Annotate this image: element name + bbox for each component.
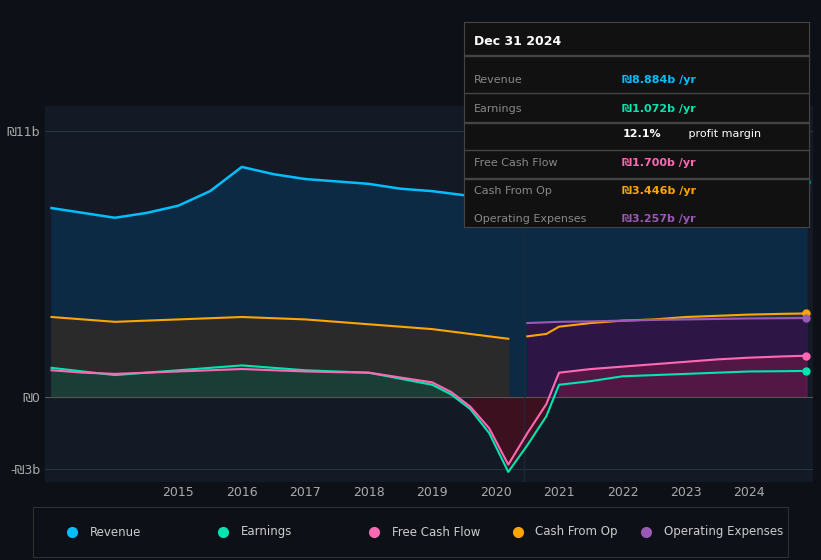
Text: Earnings: Earnings bbox=[241, 525, 292, 539]
Text: Dec 31 2024: Dec 31 2024 bbox=[475, 35, 562, 48]
Text: Earnings: Earnings bbox=[475, 104, 523, 114]
Text: Free Cash Flow: Free Cash Flow bbox=[475, 158, 557, 169]
Text: Revenue: Revenue bbox=[89, 525, 141, 539]
Text: ₪8.884b /yr: ₪8.884b /yr bbox=[622, 74, 696, 85]
Text: Operating Expenses: Operating Expenses bbox=[475, 213, 586, 223]
Text: profit margin: profit margin bbox=[685, 129, 761, 139]
Text: ₪1.072b /yr: ₪1.072b /yr bbox=[622, 104, 696, 114]
Text: Free Cash Flow: Free Cash Flow bbox=[392, 525, 480, 539]
Text: ₪3.257b /yr: ₪3.257b /yr bbox=[622, 213, 696, 223]
Text: ₪3.446b /yr: ₪3.446b /yr bbox=[622, 186, 696, 196]
Text: Cash From Op: Cash From Op bbox=[475, 186, 552, 196]
Text: Revenue: Revenue bbox=[475, 74, 523, 85]
Text: 12.1%: 12.1% bbox=[622, 129, 661, 139]
Text: Cash From Op: Cash From Op bbox=[535, 525, 617, 539]
Text: Operating Expenses: Operating Expenses bbox=[663, 525, 782, 539]
Text: ₪1.700b /yr: ₪1.700b /yr bbox=[622, 158, 696, 169]
